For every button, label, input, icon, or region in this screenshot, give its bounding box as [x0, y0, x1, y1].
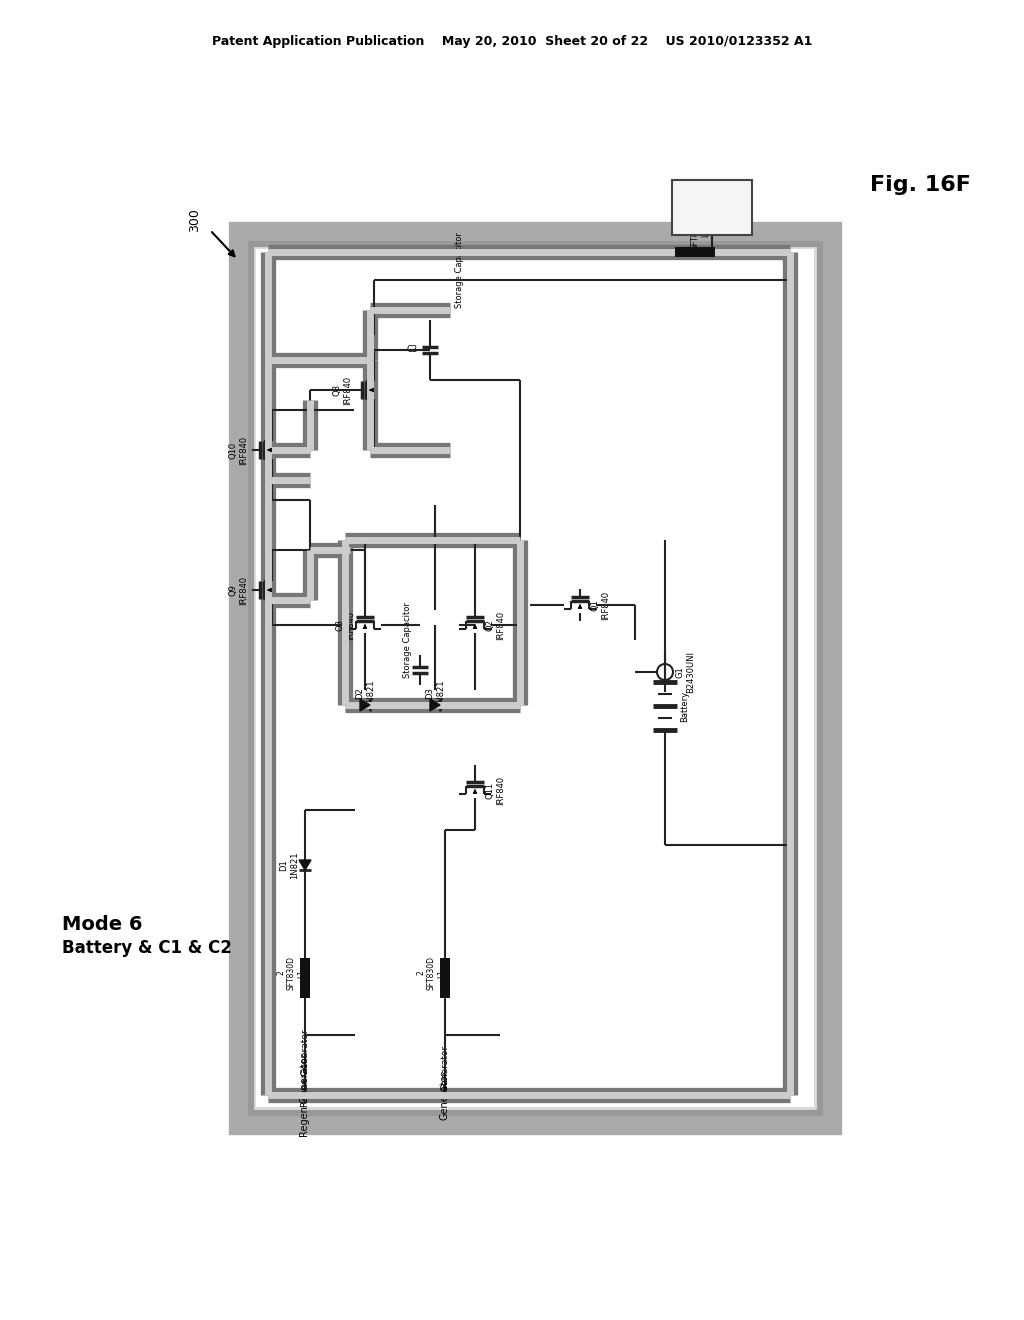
Text: Fig. 16F: Fig. 16F	[869, 176, 971, 195]
Text: Patent Application Publication    May 20, 2010  Sheet 20 of 22    US 2010/012335: Patent Application Publication May 20, 2…	[212, 36, 812, 49]
Text: Q9
IRF840: Q9 IRF840	[228, 576, 248, 605]
Text: Storage Capacitor: Storage Capacitor	[403, 602, 413, 678]
Text: Battery & C1 & C2: Battery & C1 & C2	[62, 939, 231, 957]
Text: Q8
IRF840: Q8 IRF840	[333, 375, 351, 404]
Bar	[245, 238, 825, 1118]
Text: C2: C2	[407, 346, 418, 355]
Polygon shape	[299, 861, 311, 870]
Text: Battery: Battery	[681, 690, 689, 722]
Bar	[672, 180, 752, 235]
Text: 2
SFT830D
L1: 2 SFT830D L1	[276, 956, 306, 990]
Bar	[255, 248, 815, 1107]
Text: D1
1N821: D1 1N821	[280, 851, 299, 879]
Text: 2
SFT830D
L3: 2 SFT830D L3	[680, 215, 710, 249]
Text: Q2
IRF840: Q2 IRF840	[485, 610, 505, 640]
Text: Generator: Generator	[440, 1045, 450, 1092]
Text: Generator: Generator	[440, 1071, 450, 1119]
Text: Mode 6: Mode 6	[62, 916, 142, 935]
Bar	[256, 249, 814, 1107]
Polygon shape	[360, 700, 370, 711]
Bar	[675, 247, 715, 257]
Text: Q1
IRF840: Q1 IRF840	[590, 590, 609, 619]
Bar	[300, 958, 310, 998]
Text: Q11
IRF840: Q11 IRF840	[485, 775, 505, 805]
Text: 2
SFT830D
L1: 2 SFT830D L1	[416, 956, 445, 990]
Text: D3
1N821: D3 1N821	[425, 680, 444, 706]
Text: Q3
IRF840: Q3 IRF840	[335, 610, 354, 640]
Text: Regen Generator: Regen Generator	[300, 1030, 309, 1106]
Text: G1
B2430UNI: G1 B2430UNI	[675, 651, 694, 693]
Text: 300: 300	[188, 209, 202, 232]
Text: D2
1N821: D2 1N821	[355, 680, 375, 706]
Bar	[253, 246, 817, 1110]
Polygon shape	[430, 700, 440, 711]
Bar	[440, 958, 450, 998]
Text: Storage Capacitor: Storage Capacitor	[456, 232, 465, 308]
Text: Regen Generator: Regen Generator	[300, 1053, 310, 1137]
Text: Q10
IRF840: Q10 IRF840	[228, 436, 248, 465]
Text: Drive
Motor
80: Drive Motor 80	[698, 191, 726, 224]
